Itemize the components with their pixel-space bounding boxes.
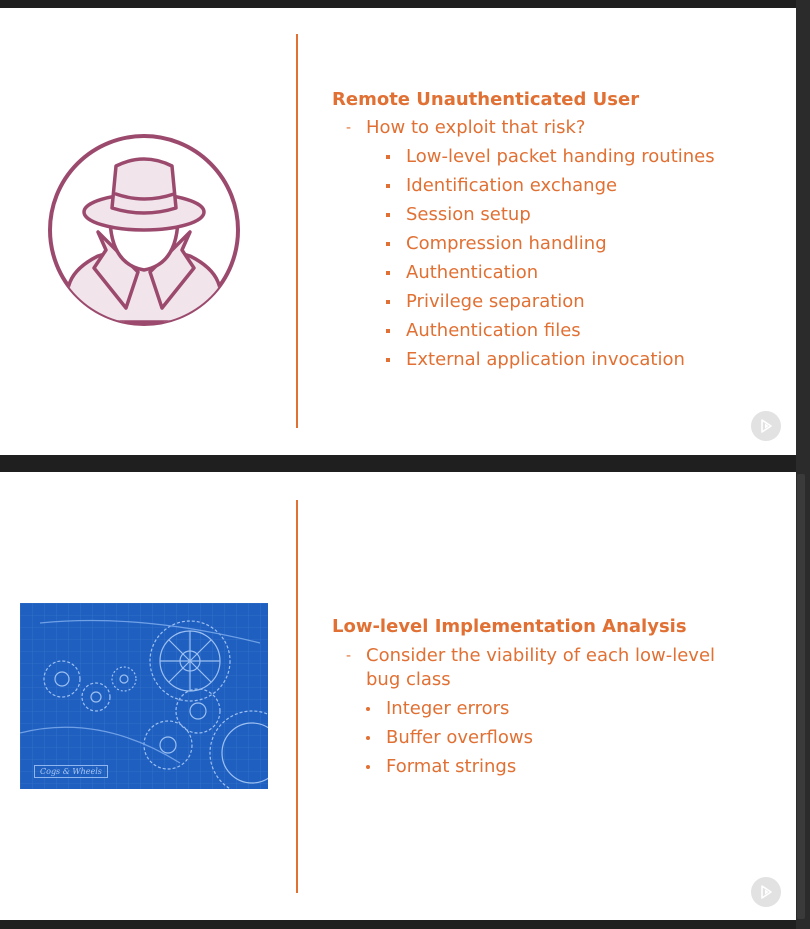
list-item-text: Identification exchange xyxy=(406,175,618,196)
dash-marker: - xyxy=(346,120,352,136)
list-item-text: Format strings xyxy=(386,756,517,777)
sub-point: - How to exploit that risk? xyxy=(346,116,766,140)
sub-point-text: How to exploit that risk? xyxy=(366,117,586,138)
bullet-marker xyxy=(386,300,390,304)
list-item-text: Integer errors xyxy=(386,698,510,719)
slide-2: Cogs & Wheels Low-level Implementation A… xyxy=(0,472,796,920)
play-badge[interactable] xyxy=(751,411,781,441)
bullet-marker xyxy=(366,765,370,769)
slide-divider xyxy=(296,500,298,893)
sub-point-text-line2: bug class xyxy=(366,669,451,690)
dash-marker: - xyxy=(346,648,352,664)
bullet-marker xyxy=(386,271,390,275)
bullet-marker xyxy=(386,242,390,246)
list-item-text: Privilege separation xyxy=(406,291,585,312)
spy-icon xyxy=(48,134,240,326)
slide-1: Remote Unauthenticated User - How to exp… xyxy=(0,8,796,455)
bullet-marker xyxy=(386,358,390,362)
image-label: Cogs & Wheels xyxy=(34,765,108,778)
cogs-blueprint-image: Cogs & Wheels xyxy=(20,603,268,789)
bullet-marker xyxy=(386,155,390,159)
play-icon xyxy=(761,419,772,433)
bullet-marker xyxy=(366,736,370,740)
bullet-marker xyxy=(386,329,390,333)
list-item-text: Low-level packet handing routines xyxy=(406,146,715,167)
list-item-text: Session setup xyxy=(406,204,531,225)
play-badge[interactable] xyxy=(751,877,781,907)
play-icon xyxy=(761,885,772,899)
scrollbar[interactable] xyxy=(797,474,805,919)
cogs-blueprint xyxy=(20,603,268,789)
list-item-text: Compression handling xyxy=(406,233,607,254)
sub-point: - Consider the viability of each low-lev… xyxy=(346,644,776,692)
bullet-marker xyxy=(386,213,390,217)
list-item-text: External application invocation xyxy=(406,349,685,370)
list-item-text: Authentication files xyxy=(406,320,581,341)
sub-point-text-line1: Consider the viability of each low-level xyxy=(366,645,716,666)
list-item-text: Buffer overflows xyxy=(386,727,533,748)
bullet-marker xyxy=(366,707,370,711)
slide-divider xyxy=(296,34,298,428)
slide-title: Low-level Implementation Analysis xyxy=(332,616,687,637)
bullet-marker xyxy=(386,184,390,188)
slide-title: Remote Unauthenticated User xyxy=(332,89,640,110)
list-item-text: Authentication xyxy=(406,262,539,283)
